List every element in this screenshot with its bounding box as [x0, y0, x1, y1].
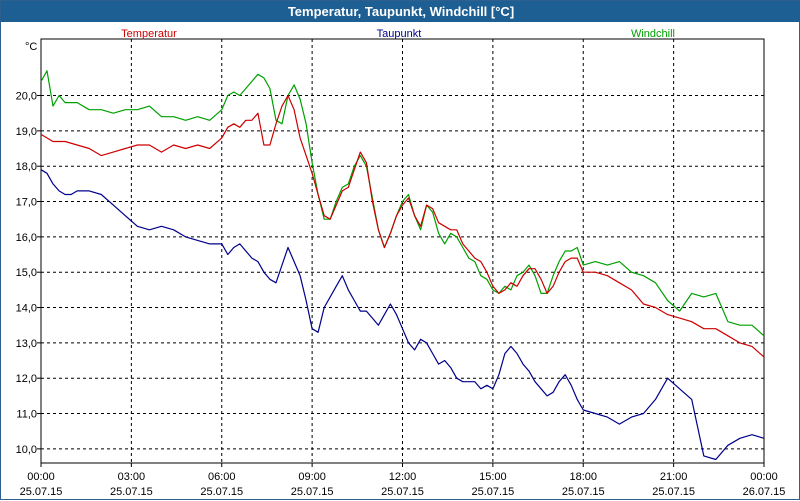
series-line-temperatur [40, 94, 765, 358]
y-tick-label: 19,0 [16, 126, 37, 138]
y-tick-label: 20,0 [16, 91, 37, 103]
x-tick-label: 18:00 [569, 471, 597, 483]
series-line-taupunkt [40, 169, 765, 461]
y-tick-label: 18,0 [16, 161, 37, 173]
x-tick-label: 03:00 [118, 471, 146, 483]
y-tick-label: 11,0 [16, 409, 37, 421]
y-tick-label: 17,0 [16, 197, 37, 209]
y-tick-label: 12,0 [16, 373, 37, 385]
x-tick-label: 00:00 [750, 471, 778, 483]
y-tick-label: 14,0 [16, 303, 37, 315]
x-tick-label: 25.07.15 [562, 486, 605, 498]
x-tick-label: 25.07.15 [652, 486, 695, 498]
chart-title: Temperatur, Taupunkt, Windchill [°C] [1, 1, 800, 22]
y-tick-label: 15,0 [16, 267, 37, 279]
x-tick-label: 25.07.15 [381, 486, 424, 498]
x-tick-label: 25.07.15 [471, 486, 514, 498]
x-tick-label: 00:00 [27, 471, 55, 483]
y-tick-label: 16,0 [16, 232, 37, 244]
x-tick-label: 12:00 [389, 471, 417, 483]
x-tick-label: 21:00 [660, 471, 688, 483]
plot-border [40, 38, 765, 464]
x-tick-label: 06:00 [208, 471, 236, 483]
y-axis-label: °C [25, 41, 37, 53]
x-tick-label: 26.07.15 [743, 486, 786, 498]
y-tick-label: 10,0 [16, 444, 37, 456]
legend-entry-taupunkt: Taupunkt [377, 28, 422, 40]
legend-entry-windchill: Windchill [631, 28, 675, 40]
x-tick-label: 25.07.15 [200, 486, 243, 498]
legend-entry-temperatur: Temperatur [121, 28, 177, 40]
x-tick-label: 25.07.15 [110, 486, 153, 498]
x-tick-label: 15:00 [479, 471, 507, 483]
x-tick-label: 09:00 [298, 471, 326, 483]
x-tick-label: 25.07.15 [20, 486, 63, 498]
y-tick-label: 13,0 [16, 338, 37, 350]
x-tick-label: 25.07.15 [291, 486, 334, 498]
